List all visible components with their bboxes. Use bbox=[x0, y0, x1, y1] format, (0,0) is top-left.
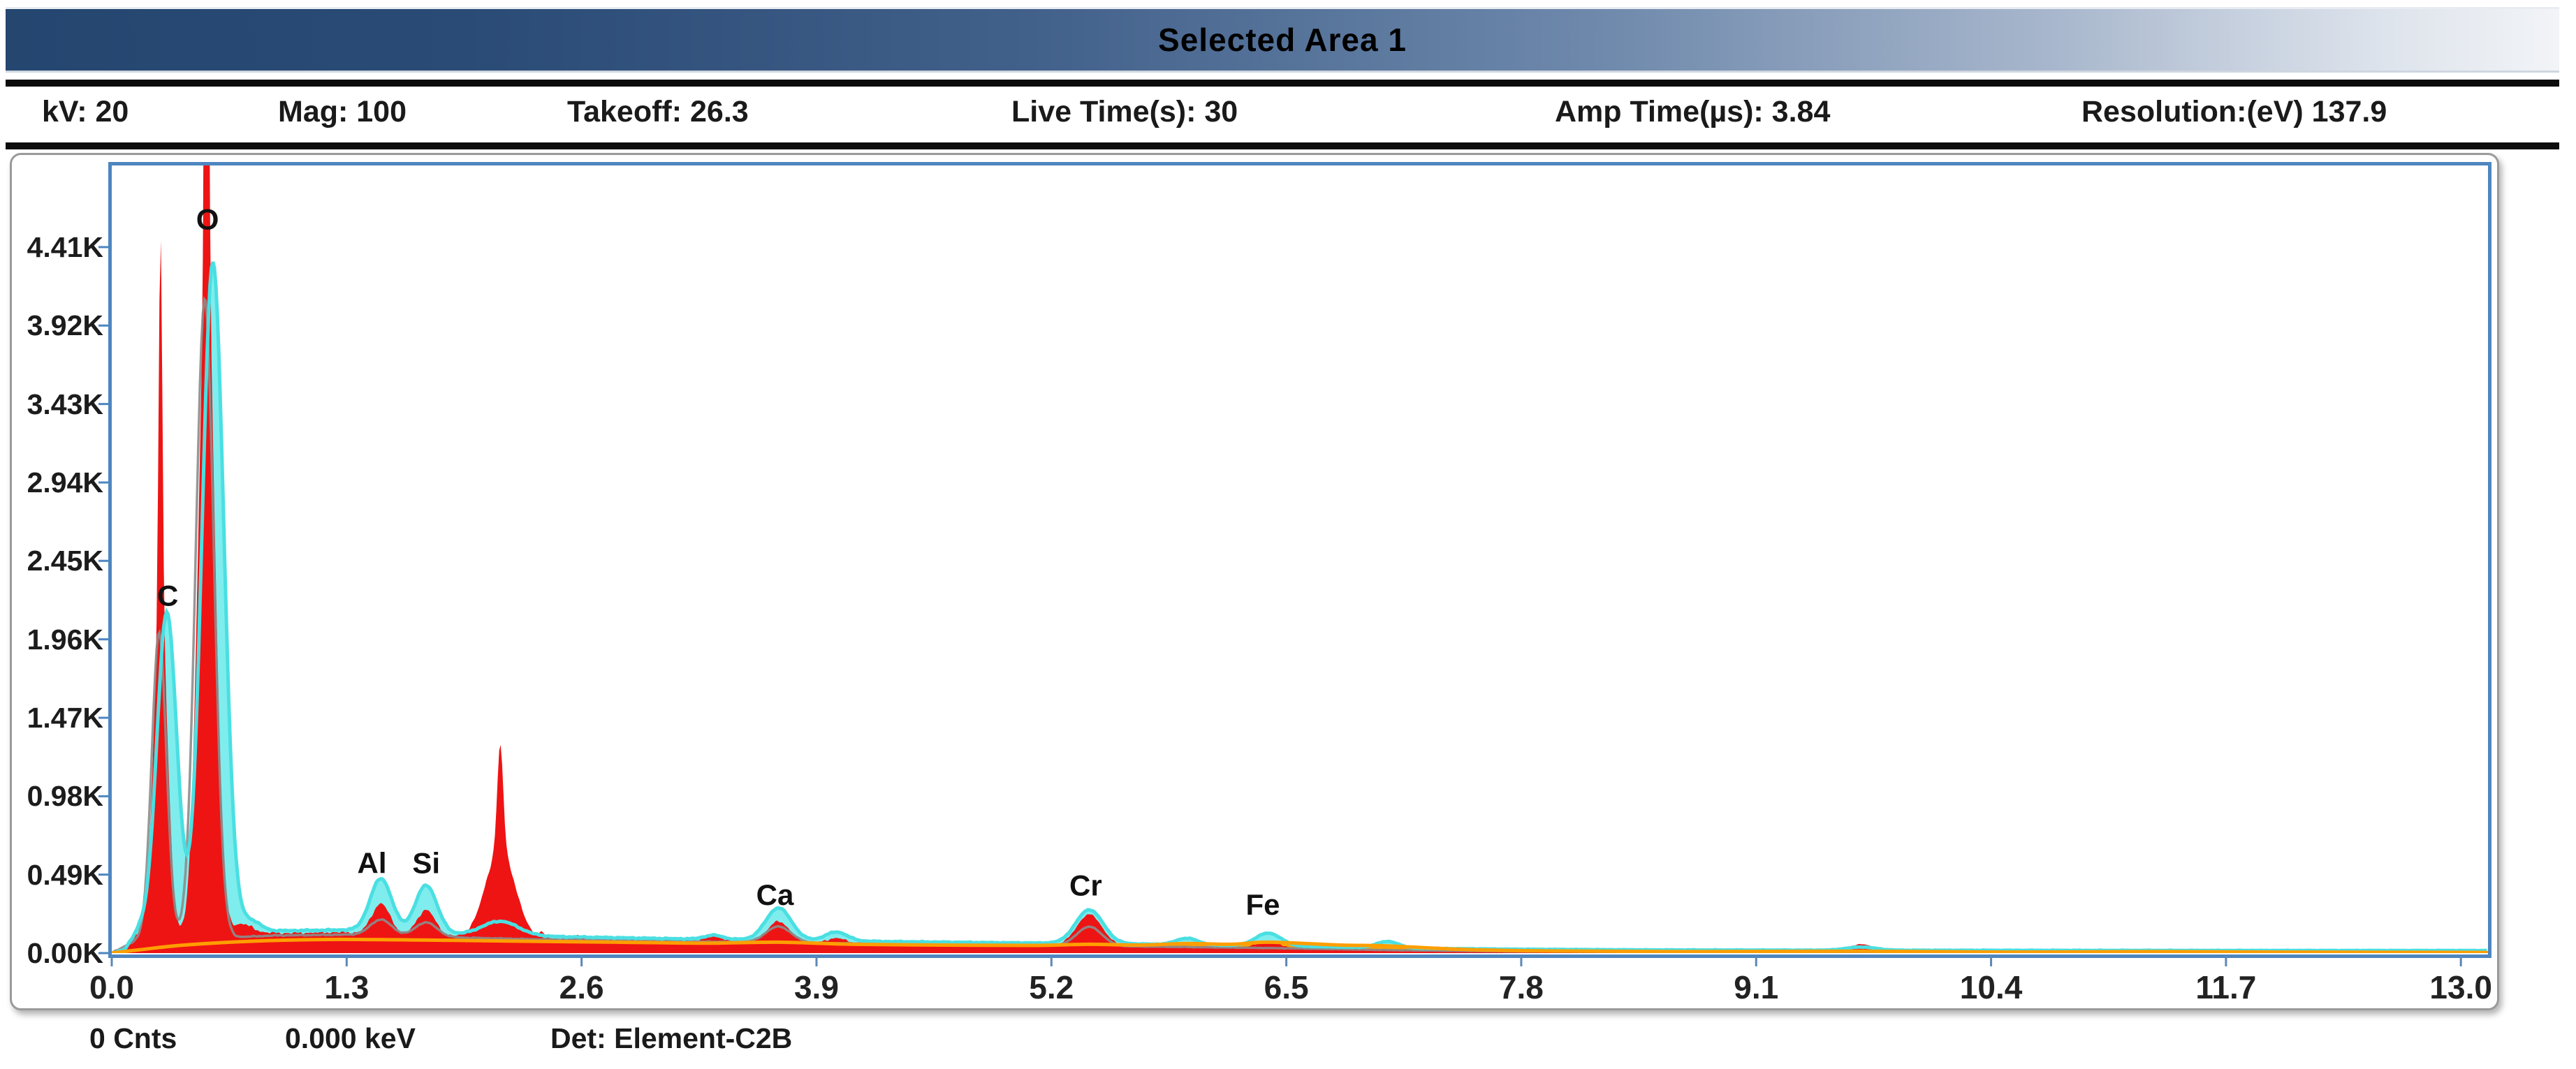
x-tick-label: 11.7 bbox=[2195, 969, 2257, 1005]
x-tick-label: 1.3 bbox=[324, 969, 369, 1005]
y-tick-label: 2.94K bbox=[27, 466, 103, 499]
x-tick-label: 0.0 bbox=[89, 969, 134, 1005]
y-tick-label: 0.00K bbox=[27, 937, 103, 969]
x-tick-label: 5.2 bbox=[1029, 969, 1074, 1005]
y-tick-label: 1.47K bbox=[27, 701, 103, 734]
spectrum-panel bbox=[10, 153, 2499, 1010]
element-label-cr: Cr bbox=[1069, 869, 1102, 902]
param-takeoff: Takeoff: 26.3 bbox=[567, 95, 749, 128]
x-tick-label: 7.8 bbox=[1498, 969, 1544, 1005]
x-tick-label: 6.5 bbox=[1264, 969, 1309, 1005]
element-label-fe: Fe bbox=[1245, 888, 1280, 921]
y-tick-label: 4.41K bbox=[27, 230, 103, 263]
y-tick-label: 2.45K bbox=[27, 545, 103, 577]
x-tick-label: 9.1 bbox=[1734, 969, 1779, 1005]
status-counts: 0 Cnts bbox=[89, 1022, 177, 1054]
param-mag: Mag: 100 bbox=[278, 95, 407, 128]
element-label-c: C bbox=[157, 580, 178, 612]
x-tick-label: 3.9 bbox=[793, 969, 839, 1005]
acquisition-params-bar: kV: 20 Mag: 100 Takeoff: 26.3 Live Time(… bbox=[0, 88, 2576, 141]
separator-line-top bbox=[6, 80, 2559, 87]
status-bar: 0 Cnts 0.000 keV Det: Element-C2B bbox=[0, 1022, 2576, 1064]
y-tick-label: 3.92K bbox=[27, 309, 103, 342]
element-label-o: O bbox=[196, 203, 219, 236]
param-resolution: Resolution:(eV) 137.9 bbox=[2081, 95, 2387, 128]
series-cyan-area bbox=[112, 262, 2488, 953]
series-gray-line bbox=[112, 295, 2487, 953]
x-tick-label: 2.6 bbox=[559, 969, 604, 1005]
element-label-al: Al bbox=[358, 846, 387, 879]
param-kv: kV: 20 bbox=[42, 95, 129, 128]
series-orange-line bbox=[112, 937, 2488, 953]
y-tick-label: 0.98K bbox=[27, 780, 103, 813]
param-live-time: Live Time(s): 30 bbox=[1011, 95, 1238, 128]
series-cyan-line bbox=[112, 261, 2487, 953]
spectrum-chart: C O Al Si Ca Cr Fe bbox=[98, 162, 2491, 966]
y-tick-label: 0.49K bbox=[27, 858, 103, 891]
x-tick-label: 13.0 bbox=[2429, 969, 2492, 1005]
param-amp-time: Amp Time(µs): 3.84 bbox=[1555, 95, 1831, 128]
x-tick-label: 10.4 bbox=[1959, 969, 2023, 1005]
title-bar: Selected Area 1 bbox=[6, 7, 2559, 73]
page-title: Selected Area 1 bbox=[1158, 22, 1407, 58]
y-tick-label: 3.43K bbox=[27, 388, 103, 420]
chart-border bbox=[108, 162, 2491, 958]
status-detector: Det: Element-C2B bbox=[550, 1022, 793, 1054]
element-label-si: Si bbox=[412, 846, 440, 879]
y-tick-label: 1.96K bbox=[27, 623, 103, 656]
status-energy: 0.000 keV bbox=[285, 1022, 416, 1054]
element-label-ca: Ca bbox=[756, 878, 794, 911]
separator-line-bottom bbox=[6, 142, 2559, 149]
